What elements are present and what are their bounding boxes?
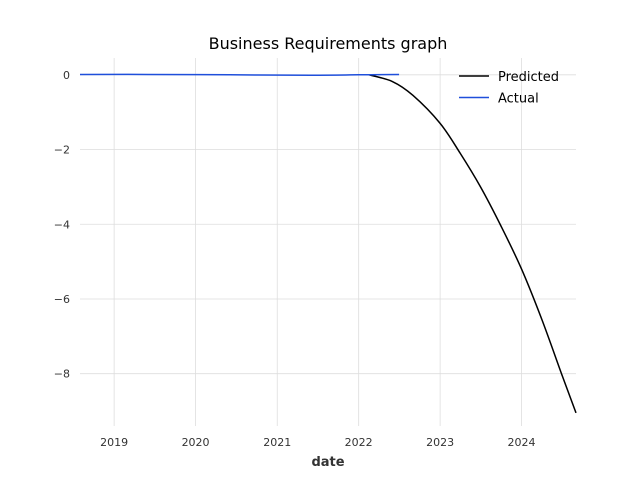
x-axis-ticks: 2019 2020 2021 2022 2023 2024	[100, 436, 535, 449]
grid	[80, 58, 576, 426]
legend-label-predicted: Predicted	[498, 70, 559, 85]
y-tick-label: −2	[54, 144, 70, 157]
x-tick-label: 2021	[263, 436, 291, 449]
x-axis-label: date	[311, 455, 344, 470]
y-tick-label: −6	[54, 293, 70, 306]
y-tick-label: 0	[63, 69, 70, 82]
y-axis-ticks: 0 −2 −4 −6 −8	[54, 69, 70, 381]
x-tick-label: 2019	[100, 436, 128, 449]
legend: Predicted Actual	[459, 70, 559, 107]
chart-title: Business Requirements graph	[209, 34, 448, 53]
x-tick-label: 2024	[508, 436, 536, 449]
x-tick-label: 2020	[182, 436, 210, 449]
series-line-predicted	[368, 74, 577, 414]
y-tick-label: −4	[54, 218, 70, 231]
series-line-actual	[79, 73, 400, 76]
x-tick-label: 2023	[426, 436, 454, 449]
legend-label-actual: Actual	[498, 92, 539, 107]
y-tick-label: −8	[54, 368, 70, 381]
series-lines	[79, 73, 577, 414]
x-tick-label: 2022	[345, 436, 373, 449]
